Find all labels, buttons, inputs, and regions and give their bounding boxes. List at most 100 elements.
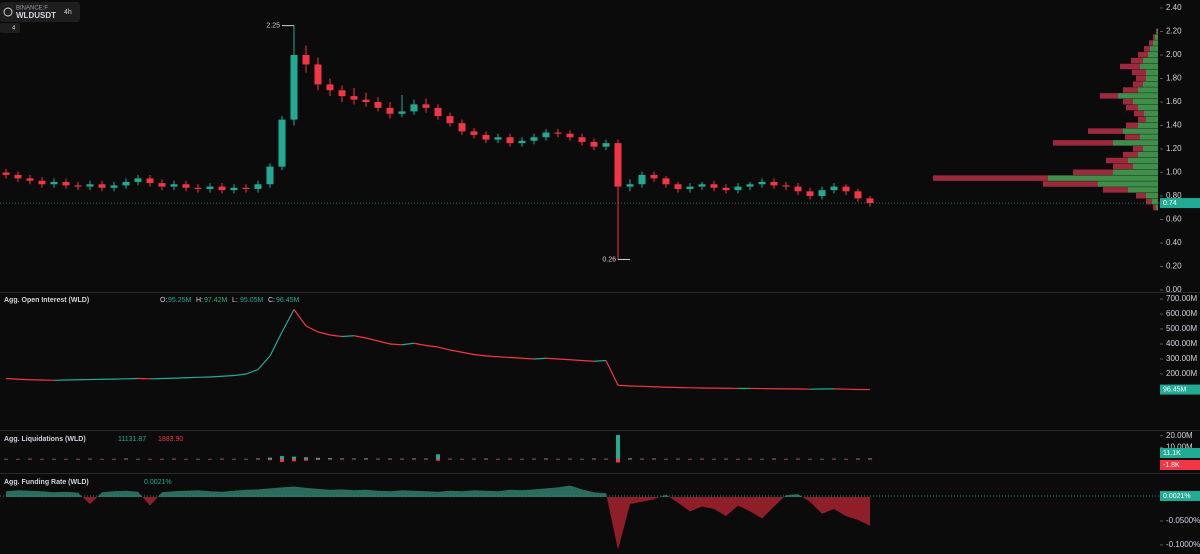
profile-sell [1136, 75, 1146, 81]
oi-segment [533, 357, 547, 360]
candle-body [14, 174, 22, 179]
liquidation-header-value: 11131.87 [118, 436, 146, 443]
profile-sell [1144, 46, 1150, 52]
liquidation-bar [700, 458, 704, 460]
profile-buy [1138, 87, 1158, 93]
liquidation-bar [220, 458, 224, 460]
liquidation-bar [436, 459, 440, 461]
profile-sell [1153, 34, 1155, 40]
liquidation-bar [580, 459, 584, 460]
pane-title: Agg. Open Interest (WLD) [4, 297, 89, 304]
liquidation-bar [592, 458, 596, 460]
candle-body [518, 140, 526, 144]
oi-segment [617, 384, 631, 387]
profile-sell [1149, 40, 1153, 46]
oi-segment [341, 335, 355, 338]
candle-body [326, 84, 334, 91]
profile-sell [1123, 87, 1138, 93]
liquidation-bar [700, 459, 704, 460]
candle-body [542, 132, 550, 138]
candle-body [530, 137, 538, 141]
liquidation-bar [508, 459, 512, 460]
candle-body [434, 107, 442, 117]
candle-body [470, 131, 478, 135]
liquidation-bar [412, 459, 416, 460]
profile-sell [1126, 122, 1138, 128]
candle-body [110, 185, 118, 188]
candle-body [314, 64, 322, 85]
candle-body [254, 184, 262, 189]
y-tick-label: 2.20 [1166, 27, 1182, 36]
oi-segment [5, 377, 19, 380]
liquidation-bar [232, 459, 236, 460]
oi-segment [557, 358, 571, 361]
liquidation-bar [784, 459, 788, 460]
oi-segment [521, 357, 535, 360]
liquidation-header-value: 1883.90 [158, 436, 183, 443]
oi-segment [497, 356, 511, 359]
oi-segment [257, 355, 271, 370]
liquidation-bar [568, 458, 572, 460]
candle-body [602, 143, 610, 147]
liquidation-bar [16, 459, 20, 460]
y-tick-label: 700.00M [1166, 294, 1197, 303]
liquidation-bar [328, 459, 332, 460]
liquidation-bar [400, 458, 404, 460]
liquidation-bar [544, 458, 548, 460]
symbol-box[interactable] [0, 2, 80, 22]
liquidation-bar [748, 458, 752, 460]
liquidation-bar [520, 459, 524, 460]
liquidation-bar [772, 459, 776, 460]
liquidation-bar [544, 459, 548, 460]
profile-buy [1128, 157, 1158, 164]
oi-segment [281, 309, 295, 333]
liquidation-bar [148, 459, 152, 460]
last-liquidation-label-bg [1160, 460, 1200, 470]
candle-body [578, 137, 586, 142]
profile-sell [1100, 93, 1118, 99]
liquidation-bar [844, 459, 848, 460]
profile-sell [1132, 69, 1146, 76]
candle-body [218, 186, 226, 191]
liquidation-bar [448, 458, 452, 460]
liquidation-bar [316, 457, 320, 459]
liquidation-bar [268, 459, 272, 461]
last-liquidation-label: 11.1K [1163, 450, 1181, 457]
candle-body [614, 143, 622, 187]
indicator-toggle[interactable] [0, 23, 20, 33]
liquidation-bar [172, 459, 176, 460]
liquidation-bar [28, 458, 32, 460]
interval[interactable]: 4h [64, 9, 72, 16]
liquidation-bar [88, 459, 92, 460]
oi-segment [473, 353, 487, 357]
candle-body [266, 166, 274, 185]
candle-body [494, 137, 502, 140]
oi-segment [293, 309, 307, 327]
liquidation-bar [280, 456, 284, 459]
profile-buy [1113, 169, 1158, 175]
liquidation-bar [388, 458, 392, 460]
candle-body [38, 180, 46, 185]
liquidation-bar [640, 458, 644, 460]
candle-body [122, 181, 130, 186]
candle-body [350, 96, 358, 100]
liquidation-bar [352, 458, 356, 460]
y-tick-label: 2.00 [1166, 50, 1182, 59]
profile-sell [1156, 28, 1157, 34]
liquidation-bar [280, 459, 284, 462]
candle-body [410, 104, 418, 112]
exchange-icon [3, 7, 13, 17]
liquidation-bar [628, 459, 632, 460]
candle-body [758, 181, 766, 185]
oi-segment [581, 359, 595, 362]
profile-sell [1120, 63, 1140, 70]
candle-body [746, 184, 754, 187]
liquidation-bar [4, 459, 8, 460]
max-label: 2.25 [266, 22, 280, 29]
profile-sell [1123, 99, 1133, 105]
liquidation-bar [64, 459, 68, 460]
profile-buy [1153, 40, 1158, 46]
candle-body [182, 184, 190, 188]
profile-buy [1143, 146, 1158, 152]
candle-body [146, 178, 154, 184]
